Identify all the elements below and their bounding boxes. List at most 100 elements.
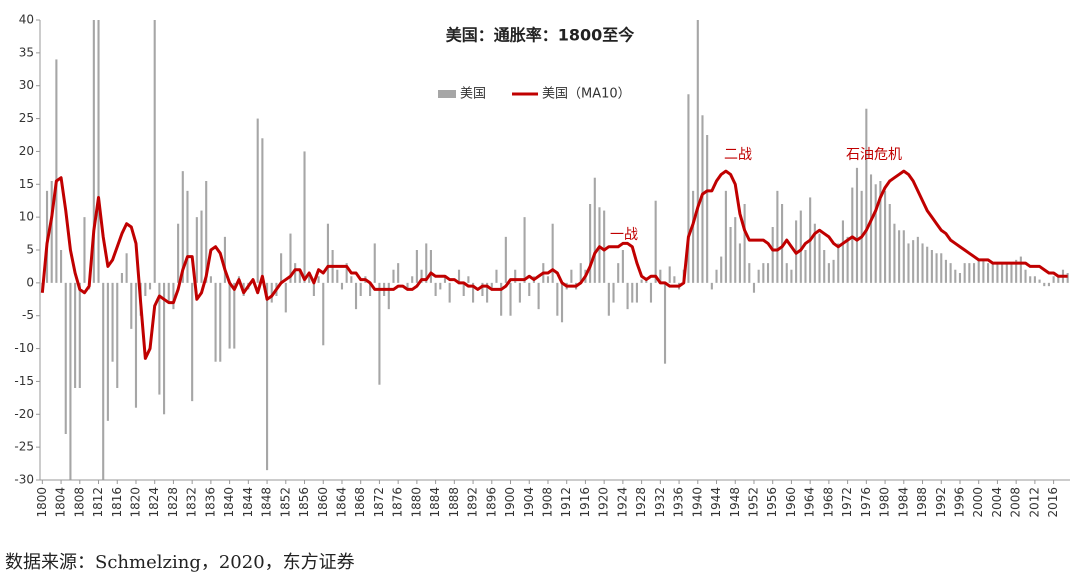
bar bbox=[659, 269, 662, 283]
x-tick-label: 1916 bbox=[578, 487, 592, 518]
bar bbox=[1043, 282, 1046, 287]
x-tick-label: 1872 bbox=[372, 487, 386, 518]
y-tick-label: 0 bbox=[26, 275, 34, 289]
x-tick-label: 1928 bbox=[634, 487, 648, 518]
x-tick-label: 2008 bbox=[1009, 487, 1023, 518]
x-tick-label: 1980 bbox=[878, 487, 892, 518]
bar bbox=[869, 174, 873, 283]
x-tick-label: 1976 bbox=[859, 487, 873, 518]
bar bbox=[111, 282, 114, 362]
x-tick-label: 1852 bbox=[278, 487, 292, 518]
bar bbox=[406, 282, 409, 290]
bar bbox=[884, 190, 887, 283]
bar bbox=[940, 253, 943, 283]
bar bbox=[125, 253, 128, 283]
bar bbox=[546, 276, 550, 283]
x-tick-label: 1804 bbox=[54, 487, 68, 518]
x-tick-label: 1828 bbox=[166, 487, 180, 518]
bar bbox=[626, 282, 629, 310]
y-tick-label: 35 bbox=[19, 45, 34, 59]
bar bbox=[837, 243, 840, 283]
bar bbox=[668, 266, 671, 283]
bar bbox=[1066, 273, 1069, 283]
bar bbox=[888, 204, 891, 283]
bar bbox=[696, 20, 699, 283]
bar bbox=[134, 282, 138, 408]
bar bbox=[645, 279, 648, 283]
x-tick-label: 1820 bbox=[128, 487, 142, 518]
x-tick-label: 1824 bbox=[147, 487, 161, 518]
bar bbox=[916, 236, 919, 283]
x-tick-label: 1932 bbox=[653, 487, 667, 518]
bar bbox=[612, 282, 615, 303]
x-tick-label: 1840 bbox=[222, 487, 236, 518]
x-tick-label: 1996 bbox=[952, 487, 966, 518]
bar bbox=[954, 269, 957, 283]
bar bbox=[729, 227, 732, 283]
bar bbox=[518, 282, 521, 303]
legend-label: 美国 bbox=[460, 87, 486, 102]
bar bbox=[167, 282, 170, 303]
bar bbox=[1052, 276, 1055, 283]
plot-area bbox=[40, 20, 1069, 480]
x-tick-label: 1856 bbox=[297, 487, 311, 518]
bar bbox=[397, 263, 400, 283]
bar bbox=[495, 269, 498, 283]
bar bbox=[223, 236, 226, 283]
y-tick-label: 25 bbox=[19, 111, 34, 125]
bar bbox=[958, 273, 962, 283]
bar bbox=[898, 230, 901, 283]
bar bbox=[490, 282, 493, 290]
bar bbox=[50, 181, 53, 283]
bar bbox=[504, 236, 507, 283]
x-tick-label: 1912 bbox=[559, 487, 573, 518]
bar bbox=[289, 233, 292, 283]
bar bbox=[312, 282, 315, 296]
bar bbox=[83, 217, 86, 283]
bar bbox=[148, 282, 152, 290]
bar bbox=[322, 282, 325, 346]
bar bbox=[120, 273, 123, 283]
bar bbox=[1001, 263, 1004, 283]
x-tick-label: 1808 bbox=[72, 487, 86, 518]
x-tick-label: 1940 bbox=[690, 487, 704, 518]
x-tick-label: 1920 bbox=[597, 487, 611, 518]
bar bbox=[1024, 269, 1027, 283]
bar bbox=[841, 220, 844, 283]
bar bbox=[738, 243, 741, 283]
y-tick-label: -25 bbox=[14, 440, 34, 454]
bar bbox=[92, 20, 95, 283]
y-tick-label: 15 bbox=[19, 177, 34, 191]
bar bbox=[589, 204, 592, 283]
bar bbox=[912, 240, 915, 283]
bar bbox=[158, 282, 161, 395]
bar bbox=[345, 263, 348, 283]
bar bbox=[261, 138, 264, 283]
x-tick-label: 1884 bbox=[428, 487, 442, 518]
x-tick-label: 1984 bbox=[896, 487, 910, 518]
bar bbox=[930, 250, 933, 283]
bar bbox=[102, 282, 105, 480]
x-tick-label: 1832 bbox=[185, 487, 199, 518]
x-tick-label: 1888 bbox=[447, 487, 461, 518]
bar bbox=[766, 263, 770, 283]
bar bbox=[1029, 276, 1032, 283]
bar bbox=[790, 269, 793, 283]
x-tick-label: 1964 bbox=[803, 487, 817, 518]
bar bbox=[663, 282, 667, 364]
bar bbox=[560, 282, 564, 323]
x-tick-label: 1972 bbox=[840, 487, 854, 518]
bar bbox=[359, 282, 362, 296]
bar bbox=[317, 276, 320, 283]
bar bbox=[340, 282, 344, 290]
bar bbox=[823, 250, 826, 283]
x-tick-label: 1924 bbox=[615, 487, 629, 518]
bar bbox=[195, 217, 198, 283]
bar bbox=[429, 250, 432, 283]
bar bbox=[851, 187, 854, 283]
bar bbox=[640, 279, 643, 283]
bar bbox=[219, 282, 222, 362]
bar bbox=[607, 282, 610, 316]
